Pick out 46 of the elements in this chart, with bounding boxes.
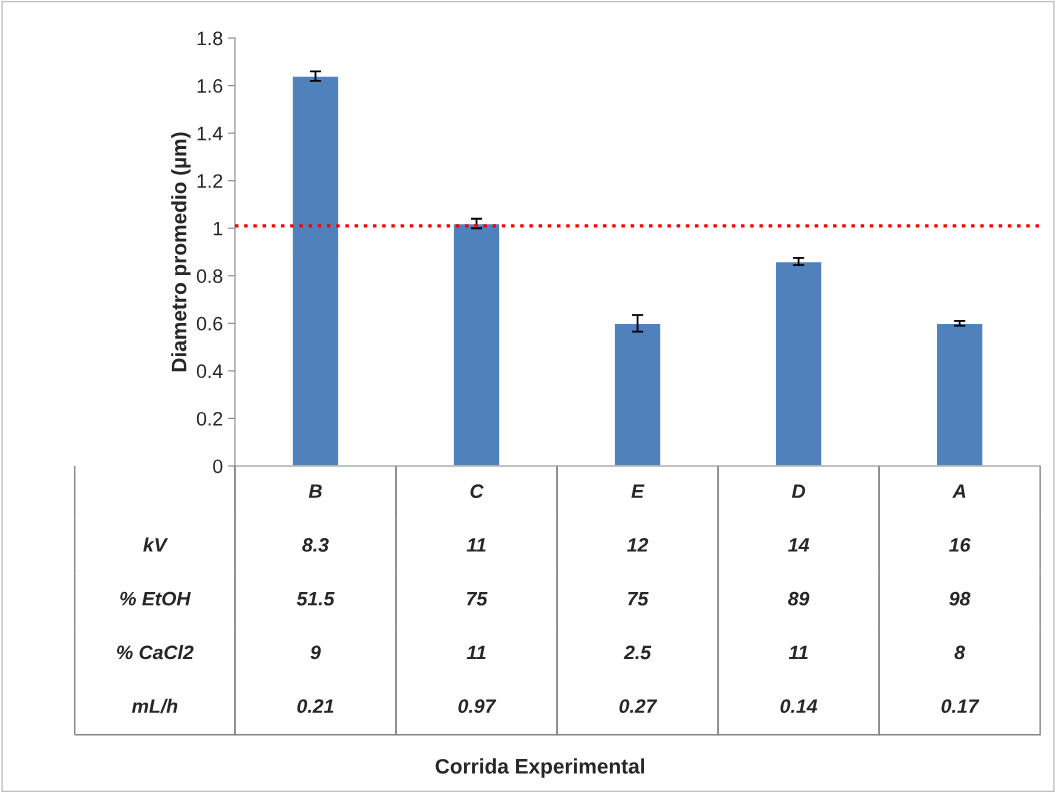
text: 0.97 (458, 699, 497, 714)
y-tick-label: 0 (213, 459, 223, 474)
bar (291, 75, 340, 466)
text: 11 (466, 645, 486, 660)
text: kV (143, 537, 169, 552)
y-tick-label: 1.4 (197, 126, 223, 141)
y-tick-label: 0.8 (196, 269, 223, 284)
text: 89 (788, 591, 810, 606)
y-axis-title: Diametro promedio (µm) (171, 132, 191, 372)
y-tick-label: 1.2 (197, 174, 223, 188)
text: 0.17 (941, 699, 980, 714)
x-tick-label: A (952, 484, 966, 498)
bar (935, 322, 984, 466)
text: 2.5 (623, 645, 652, 660)
bar (613, 322, 662, 466)
y-tick-label: 1 (213, 221, 223, 236)
y-tick-label: 0.2 (196, 411, 223, 426)
y-tick-label: 0.4 (196, 364, 223, 379)
y-tick-label: 1.6 (197, 79, 223, 93)
text: 11 (788, 645, 808, 660)
text: 8.3 (302, 538, 329, 552)
x-tick-label: C (470, 484, 484, 499)
text: 0.14 (780, 699, 818, 714)
text: 11 (466, 538, 486, 552)
text: 9 (310, 645, 321, 660)
text: Corrida Experimental (435, 758, 645, 778)
text: 8 (954, 645, 966, 660)
text: 0.21 (297, 699, 334, 714)
text: 12 (627, 538, 649, 552)
text: 75 (467, 591, 488, 606)
text: 14 (788, 538, 810, 552)
x-tick-label: D (791, 484, 806, 498)
text: 75 (628, 591, 649, 606)
y-tick-label: 0.6 (196, 316, 223, 331)
text: 0.27 (619, 699, 658, 714)
text: 98 (949, 591, 971, 606)
bar (774, 260, 823, 466)
text: % EtOH (120, 591, 191, 606)
x-tick-label: B (308, 484, 322, 498)
bar (452, 222, 501, 466)
x-tick-label: E (631, 484, 645, 498)
y-tick-label: 1.8 (197, 31, 223, 46)
text: 16 (949, 538, 971, 552)
text: mL/h (131, 698, 178, 714)
text: 51.5 (296, 591, 335, 606)
text: % CaCl2 (117, 645, 194, 660)
